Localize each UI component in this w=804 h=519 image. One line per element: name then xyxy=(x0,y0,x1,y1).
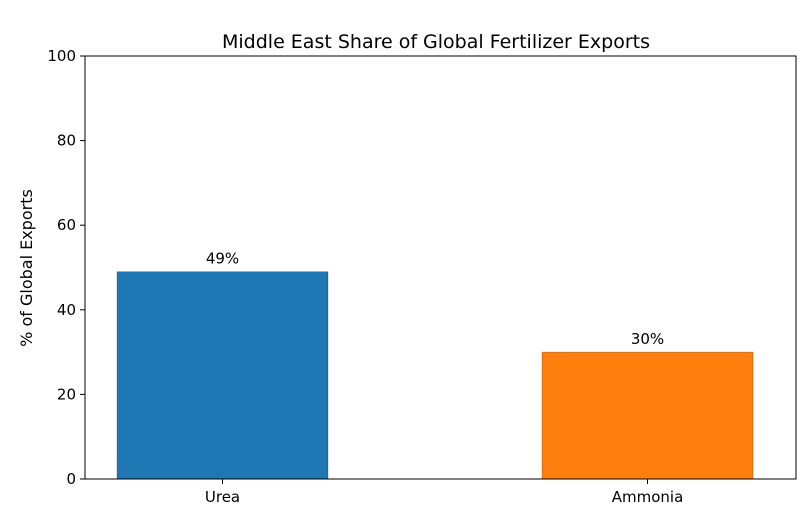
y-axis-label: % of Global Exports xyxy=(17,189,36,347)
plot-area: 0 20 40 60 80 100 49% Urea 30% Ammonia xyxy=(47,47,754,506)
plot-frame xyxy=(84,55,797,480)
data-label-ammonia: 30% xyxy=(631,330,664,348)
x-tick-label-ammonia: Ammonia xyxy=(612,488,684,506)
x-tick-label-urea: Urea xyxy=(205,488,240,506)
chart-title: Middle East Share of Global Fertilizer E… xyxy=(222,31,650,53)
bar-urea xyxy=(116,271,329,480)
data-label-urea: 49% xyxy=(206,250,239,268)
y-tick-label: 0 xyxy=(66,470,76,488)
y-tick-label: 60 xyxy=(57,216,76,234)
bar-ammonia xyxy=(541,351,754,480)
y-tick-label: 100 xyxy=(47,47,76,65)
y-tick-label: 40 xyxy=(57,301,76,319)
y-tick-label: 80 xyxy=(57,132,76,150)
y-tick-label: 20 xyxy=(57,385,76,403)
